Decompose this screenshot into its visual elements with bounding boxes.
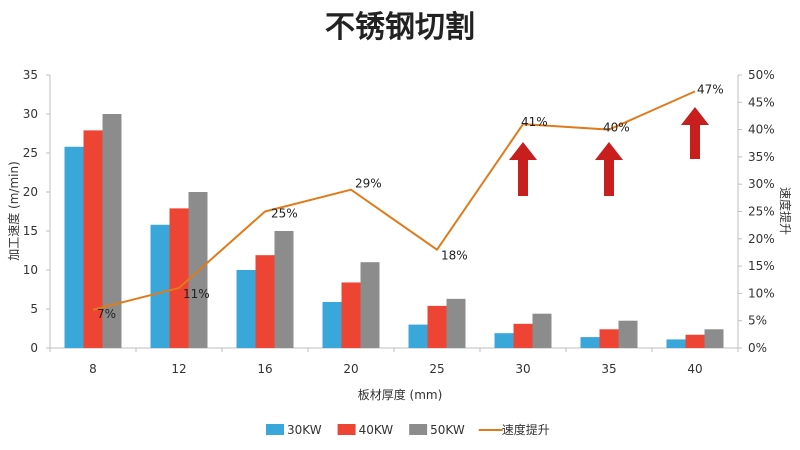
legend-label-1: 40KW <box>359 423 394 437</box>
y2-tick-label: 35% <box>748 150 775 164</box>
y2-tick-label: 10% <box>748 286 775 300</box>
y-tick-label: 15 <box>23 224 38 238</box>
x-tick-label: 30 <box>515 362 530 376</box>
y-tick-label: 0 <box>30 341 38 355</box>
y2-tick-label: 20% <box>748 232 775 246</box>
x-tick-label: 8 <box>89 362 97 376</box>
y2-tick-label: 40% <box>748 123 775 137</box>
bar-50KW-20 <box>360 262 380 348</box>
x-tick-label: 35 <box>601 362 616 376</box>
legend-label-0: 30KW <box>287 423 322 437</box>
bar-30KW-16 <box>236 270 256 348</box>
up-arrow-icon <box>681 107 709 159</box>
bar-50KW-25 <box>446 298 466 348</box>
y2-tick-label: 30% <box>748 177 775 191</box>
bar-40KW-25 <box>427 305 447 348</box>
bar-50KW-30 <box>532 313 552 348</box>
speed-increase-label: 29% <box>355 177 382 191</box>
y-tick-label: 20 <box>23 185 38 199</box>
legend-swatch-30KW <box>266 424 284 435</box>
speed-increase-label: 18% <box>441 249 468 263</box>
bar-30KW-8 <box>64 146 84 348</box>
bar-40KW-35 <box>599 329 619 348</box>
bar-40KW-40 <box>685 334 705 348</box>
legend-swatch-50KW <box>409 424 428 435</box>
x-tick-label: 12 <box>171 362 186 376</box>
speed-increase-label: 11% <box>183 287 210 301</box>
up-arrow-icon <box>509 142 537 196</box>
legend-label-3: 速度提升 <box>502 422 550 437</box>
y-axis-label: 加工速度 (m/min) <box>6 161 21 261</box>
y-tick-label: 25 <box>23 146 38 160</box>
bar-30KW-25 <box>408 324 428 348</box>
bar-40KW-30 <box>513 323 533 348</box>
x-tick-label: 25 <box>429 362 444 376</box>
bar-40KW-8 <box>83 130 103 348</box>
legend-swatch-40KW <box>337 424 356 435</box>
speed-increase-label: 7% <box>97 307 116 321</box>
up-arrow-icon <box>595 142 623 196</box>
y-tick-label: 35 <box>23 68 38 82</box>
speed-increase-line <box>92 90 696 311</box>
bar-50KW-8 <box>102 114 122 348</box>
bar-50KW-35 <box>618 320 638 348</box>
bar-40KW-12 <box>169 208 189 348</box>
bar-30KW-12 <box>150 224 170 348</box>
y2-tick-label: 45% <box>748 95 775 109</box>
y2-axis-label: 速度提升 <box>778 187 793 235</box>
x-tick-label: 20 <box>343 362 358 376</box>
x-tick-label: 16 <box>257 362 272 376</box>
legend-label-2: 50KW <box>430 423 465 437</box>
y-tick-label: 10 <box>23 263 38 277</box>
chart-title: 不锈钢切割 <box>325 10 475 45</box>
speed-increase-label: 25% <box>271 207 298 221</box>
y2-tick-label: 50% <box>748 68 775 82</box>
y-tick-label: 30 <box>23 107 38 121</box>
speed-increase-label: 41% <box>521 115 548 129</box>
bar-30KW-20 <box>322 301 342 348</box>
y-tick-label: 5 <box>30 302 38 316</box>
y2-tick-label: 15% <box>748 259 775 273</box>
x-tick-label: 40 <box>687 362 702 376</box>
y2-tick-label: 0% <box>748 341 767 355</box>
bar-30KW-40 <box>666 339 686 348</box>
y2-tick-label: 5% <box>748 314 767 328</box>
bar-30KW-30 <box>494 333 514 348</box>
x-axis-label: 板材厚度 (mm) <box>358 387 443 402</box>
bar-50KW-40 <box>704 329 724 348</box>
y2-tick-label: 25% <box>748 205 775 219</box>
speed-increase-label: 40% <box>603 121 630 135</box>
bar-30KW-35 <box>580 337 600 348</box>
speed-increase-label: 47% <box>697 82 724 96</box>
bar-40KW-20 <box>341 282 361 348</box>
bar-50KW-16 <box>274 231 294 348</box>
bar-40KW-16 <box>255 255 275 348</box>
